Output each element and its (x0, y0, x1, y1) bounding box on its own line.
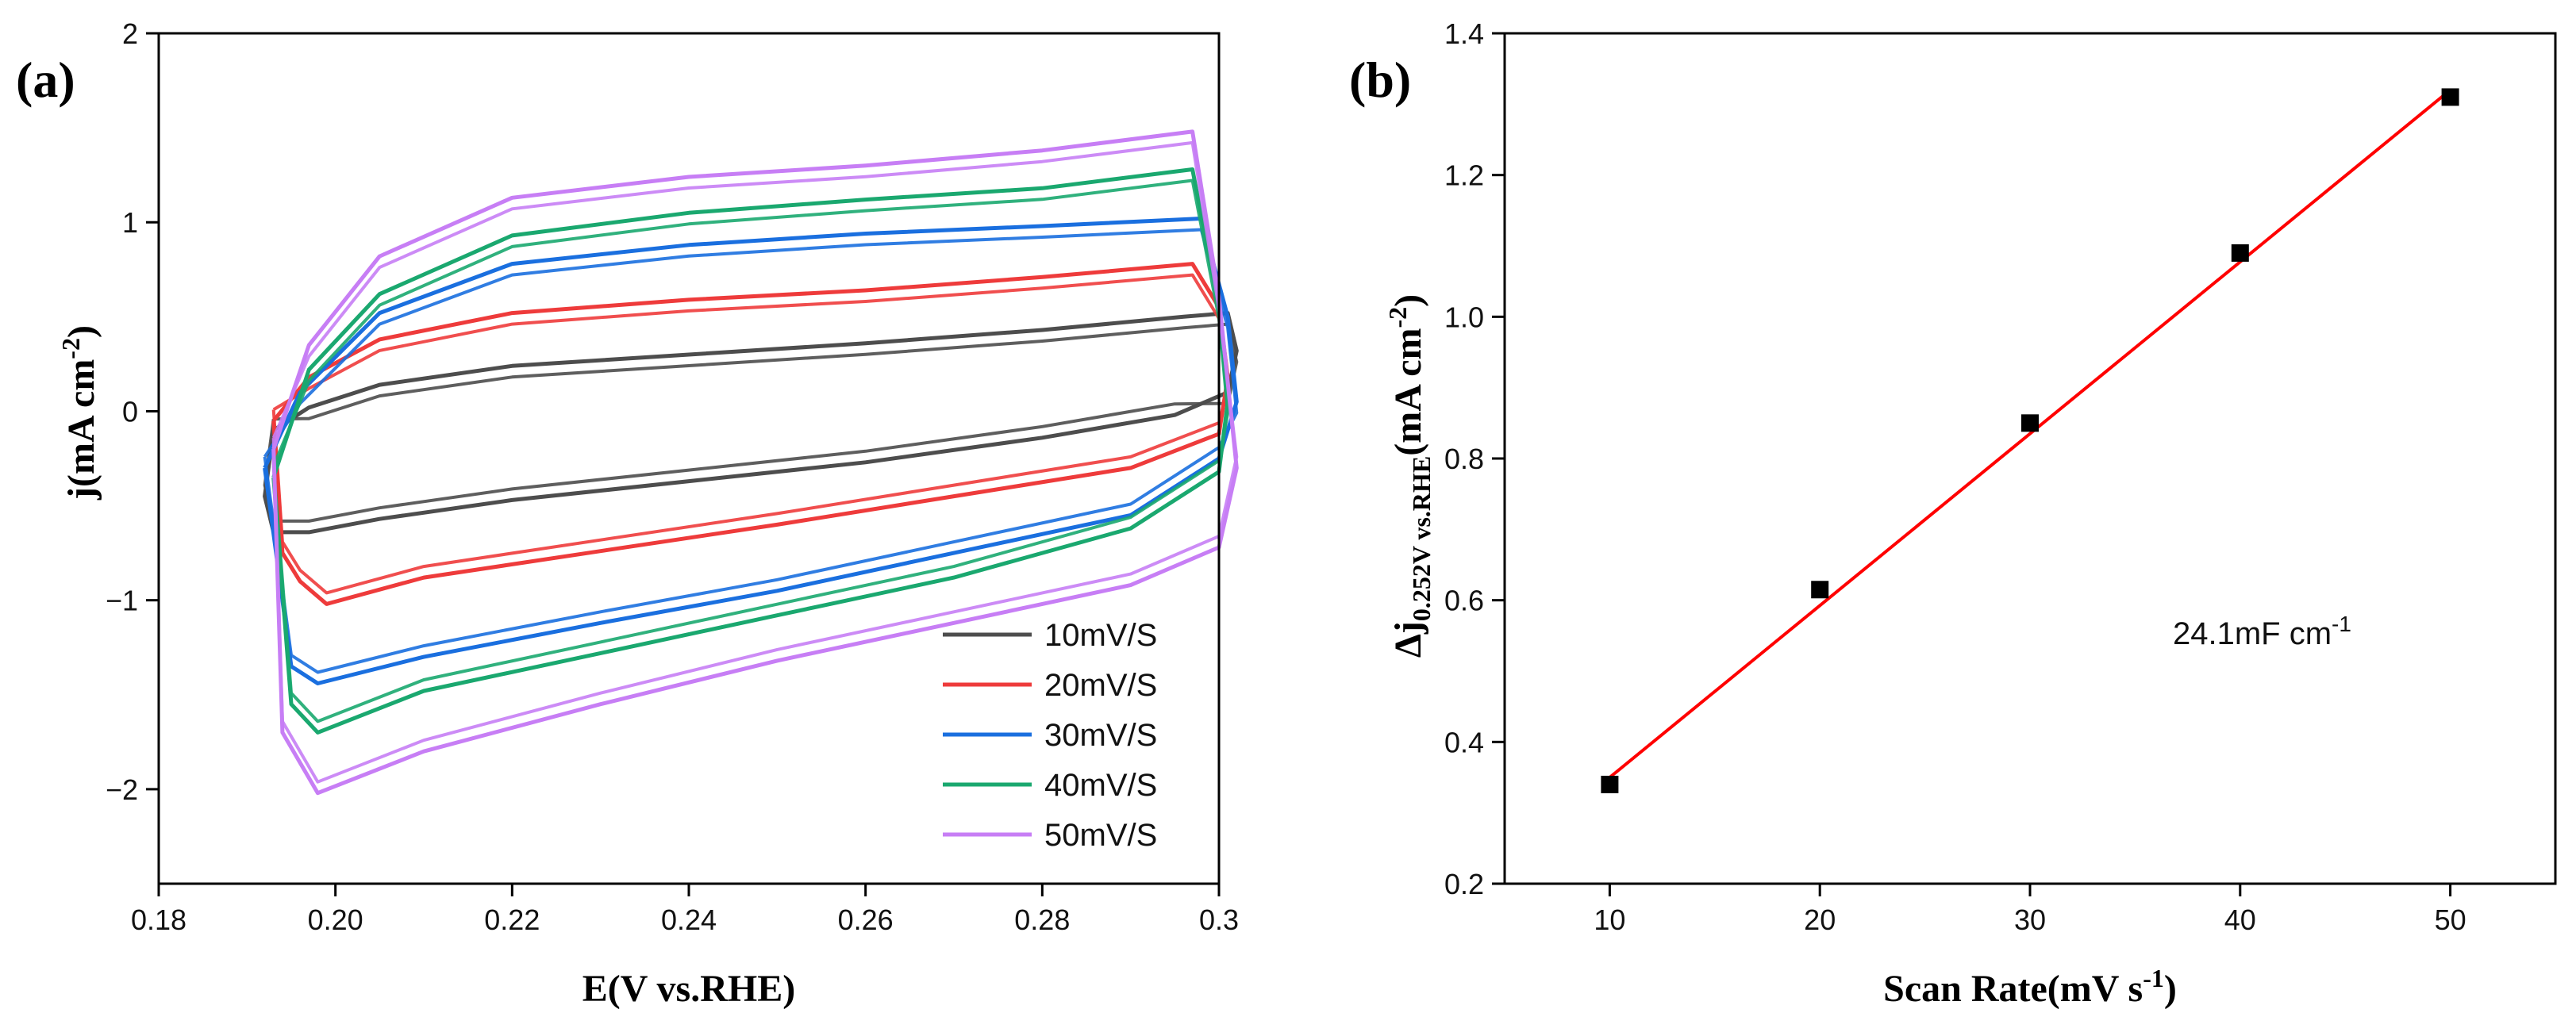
panel-a-frame (157, 32, 1221, 885)
panel-b-annotation-sup: -1 (2332, 612, 2351, 636)
panel-b-ylabel-delta: Δj (1387, 621, 1429, 658)
panel-b-xtick-label: 10 (1594, 904, 1625, 936)
panel-b-xlabel-main: Scan Rate(mV s (1883, 968, 2143, 1010)
panel-b-ylabel-main: (mA cm (1387, 328, 1429, 455)
data-point-marker (2021, 414, 2039, 432)
panel-a-ytick-label: −2 (106, 773, 138, 806)
panel-a-ylabel-close: ) (60, 325, 102, 338)
panel-a-series (263, 129, 1239, 796)
panel-b-xlabel-close: ) (2164, 968, 2177, 1010)
panel-a-ticks: 0.18 0.20 0.22 0.24 0.26 0.28 0.3 −2 −1 0 1 2 (106, 17, 1239, 936)
panel-b-ylabel: Δj0.252V vs.RHE(mA cm-2) (1383, 294, 1436, 658)
cv-curve-50mv-s (271, 129, 1239, 796)
panel-b-xtick-label: 20 (1804, 904, 1836, 936)
panel-a-xtick-label: 0.26 (838, 904, 894, 936)
panel-a-ylabel-main: j(mA cm (60, 359, 102, 501)
panel-a-xtick-label: 0.22 (484, 904, 540, 936)
panel-a-label: (a) (16, 52, 75, 108)
panel-b-annotation: 24.1mF cm-1 (2173, 612, 2351, 651)
data-point-marker (2231, 244, 2249, 262)
panel-b-xtick-label: 50 (2435, 904, 2466, 936)
legend-label: 50mV/S (1044, 818, 1157, 853)
panel-a-ytick-label: 2 (122, 17, 138, 50)
linear-fit-line (1609, 88, 2451, 779)
cv-curve-repeat-20mv-s (271, 273, 1230, 595)
panel-b: (b) Δj0.252V vs.RHE(mA cm-2) Scan Rate(m… (1349, 17, 2557, 1010)
legend-label: 30mV/S (1044, 718, 1157, 753)
panel-b-ytick-label: 0.8 (1444, 443, 1484, 475)
panel-a-ylabel: j(mA cm-2) (56, 325, 102, 501)
cv-curve-20mv-s (271, 262, 1230, 606)
panel-a-xtick-label: 0.20 (308, 904, 363, 936)
panel-b-ytick-label: 0.6 (1444, 585, 1484, 617)
cv-curve-repeat-10mv-s (263, 322, 1239, 523)
panel-b-xtick-label: 40 (2224, 904, 2256, 936)
panel-a-ytick-label: 0 (122, 395, 138, 428)
panel-b-xlabel-sup: -1 (2143, 964, 2164, 992)
legend-label: 40mV/S (1044, 768, 1157, 803)
panel-b-ytick-label: 1.0 (1444, 301, 1484, 333)
panel-a-xtick-label: 0.3 (1199, 904, 1239, 936)
data-point-marker (1811, 581, 1829, 599)
panel-b-ytick-label: 0.2 (1444, 868, 1484, 900)
cv-curve-repeat-50mv-s (271, 140, 1239, 784)
data-point-marker (2441, 88, 2459, 106)
panel-a-ytick-label: −1 (106, 585, 138, 617)
panel-a: (a) j(mA cm-2) E(V vs.RHE) 0.18 0.20 0.22 0… (16, 17, 1239, 1010)
cv-curve-30mv-s (263, 217, 1239, 685)
legend-label: 10mV/S (1044, 618, 1157, 653)
panel-a-ylabel-sup: -2 (56, 338, 85, 359)
panel-b-xtick-label: 30 (2014, 904, 2046, 936)
panel-b-annotation-main: 24.1mF cm (2173, 616, 2332, 651)
panel-b-ticks: 10 20 30 40 50 0.2 0.4 0.6 0.8 1.0 1.2 1.4 (1444, 17, 2466, 936)
panel-a-xtick-label: 0.28 (1014, 904, 1070, 936)
legend-label: 20mV/S (1044, 668, 1157, 703)
cv-curve-repeat-40mv-s (271, 178, 1230, 723)
panel-b-frame (1503, 32, 2557, 885)
panel-a-xtick-label: 0.18 (131, 904, 186, 936)
panel-a-legend: 10mV/S 20mV/S 30mV/S 40mV/S 50mV/S (943, 618, 1157, 853)
panel-b-xlabel: Scan Rate(mV s-1) (1883, 964, 2177, 1010)
panel-a-xtick-label: 0.24 (661, 904, 717, 936)
panel-b-ytick-label: 0.4 (1444, 726, 1484, 758)
panel-b-ylabel-close: ) (1387, 294, 1429, 307)
panel-b-ylabel-sup: -2 (1383, 307, 1412, 328)
panel-b-label: (b) (1349, 52, 1411, 108)
panel-b-ylabel-sub: 0.252V vs.RHE (1407, 456, 1436, 621)
panel-a-xlabel: E(V vs.RHE) (582, 968, 795, 1010)
panel-a-ytick-label: 1 (122, 206, 138, 239)
panel-b-ytick-label: 1.2 (1444, 159, 1484, 192)
cv-curve-repeat-30mv-s (263, 228, 1239, 674)
panel-b-ytick-label: 1.4 (1444, 17, 1484, 50)
data-point-marker (1601, 775, 1619, 793)
panel-b-series (1601, 88, 2459, 793)
